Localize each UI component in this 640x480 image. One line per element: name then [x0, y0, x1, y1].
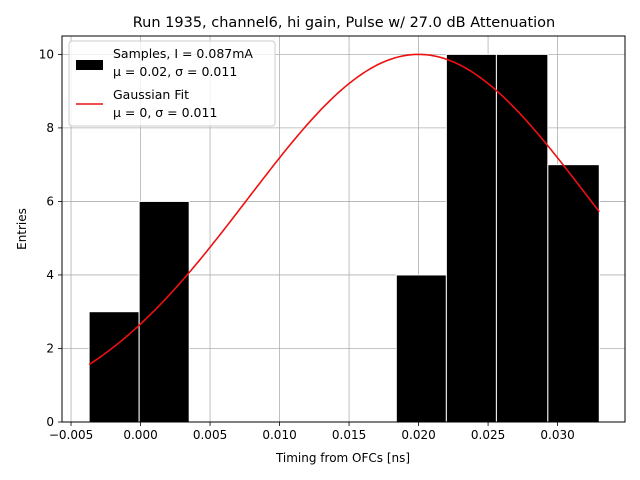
x-tick-label: 0.005 — [193, 428, 227, 442]
legend-histogram-label: Samples, I = 0.087mA — [113, 46, 253, 61]
y-tick-label: 0 — [46, 415, 54, 429]
legend-histogram-stats: μ = 0.02, σ = 0.011 — [113, 64, 237, 79]
y-tick-label: 8 — [46, 121, 54, 135]
x-tick-label: −0.005 — [49, 428, 93, 442]
plot-frame — [61, 35, 626, 423]
x-tick-label: 0.020 — [401, 428, 435, 442]
legend-fit-label: Gaussian Fit — [113, 87, 189, 102]
gaussian-fit-curve — [88, 53, 600, 366]
x-tick-label: 0.010 — [262, 428, 296, 442]
histogram-bar — [445, 53, 497, 423]
histogram-bar — [395, 274, 447, 423]
y-tick-label: 6 — [46, 194, 54, 208]
legend-histogram-swatch — [76, 60, 103, 70]
y-axis-ticks: 0 2 4 6 8 10 — [39, 47, 62, 429]
chart-title: Run 1935, channel6, hi gain, Pulse w/ 27… — [133, 15, 556, 31]
legend-box — [68, 40, 276, 127]
legend-fit-stats: μ = 0, σ = 0.011 — [113, 105, 217, 120]
x-axis-ticks: −0.005 0.000 0.005 0.010 0.015 0.020 0.025 0.03… — [49, 422, 575, 442]
y-tick-label: 4 — [46, 268, 54, 282]
histogram-bars — [88, 53, 600, 423]
legend: Samples, I = 0.087mA μ = 0.02, σ = 0.011… — [68, 40, 276, 127]
histogram-bar — [138, 200, 190, 423]
x-tick-label: 0.000 — [123, 428, 157, 442]
histogram-bar — [495, 53, 549, 423]
x-axis-label: Timing from OFCs [ns] — [275, 451, 410, 465]
x-tick-label: 0.030 — [540, 428, 574, 442]
x-tick-label: 0.015 — [332, 428, 366, 442]
y-tick-label: 10 — [39, 47, 54, 61]
y-tick-label: 2 — [46, 341, 54, 355]
y-axis-label: Entries — [15, 208, 29, 250]
histogram-bar — [88, 311, 140, 423]
histogram-bar — [547, 164, 600, 423]
x-tick-label: 0.025 — [471, 428, 505, 442]
